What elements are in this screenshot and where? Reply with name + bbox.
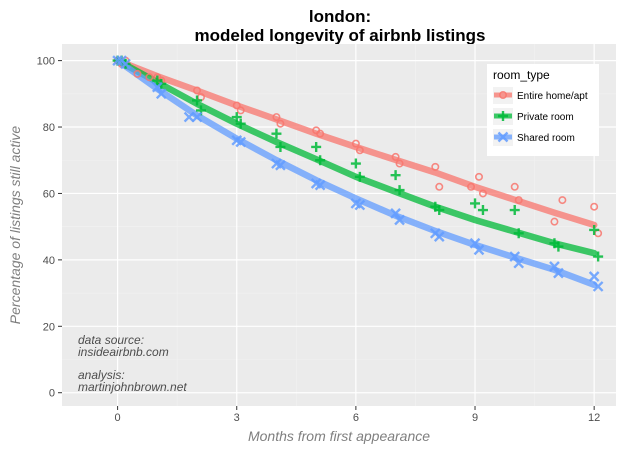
point-shared-room — [112, 55, 123, 66]
y-axis-title: Percentage of listings still active — [7, 126, 23, 325]
point-private-room — [231, 112, 242, 123]
point-entire-home-apt — [478, 189, 487, 198]
point-shared-room — [433, 231, 445, 242]
point-shared-room — [151, 81, 163, 93]
point-entire-home-apt — [272, 113, 281, 122]
point-private-room — [192, 95, 203, 106]
point-shared-room — [549, 261, 560, 272]
point-entire-home-apt — [355, 146, 364, 155]
point-shared-room — [275, 159, 286, 171]
x-tick-label: 3 — [234, 412, 240, 424]
legend-label-entire-home: Entire home/apt — [517, 91, 588, 102]
point-entire-home-apt — [431, 162, 440, 171]
y-tick-label: 40 — [43, 255, 55, 267]
point-entire-home-apt — [232, 101, 241, 110]
x-tick-label: 0 — [115, 412, 121, 424]
point-private-room — [477, 205, 488, 216]
point-entire-home-apt — [510, 182, 519, 191]
point-shared-room — [592, 281, 604, 292]
point-private-room — [390, 170, 401, 181]
point-entire-home-apt — [395, 159, 404, 168]
y-tick-label: 80 — [43, 122, 55, 134]
legend-title: room_type — [493, 68, 550, 82]
x-axis-title: Months from first appearance — [248, 428, 430, 444]
point-private-room — [470, 198, 481, 209]
point-shared-room — [553, 267, 564, 279]
point-private-room — [513, 228, 524, 239]
point-private-room — [589, 224, 600, 235]
point-private-room — [593, 251, 604, 262]
point-private-room — [350, 158, 361, 169]
point-shared-room — [390, 208, 401, 219]
point-shared-room — [394, 214, 405, 226]
point-private-room — [553, 241, 564, 252]
legend-marker-entire-home-apt — [498, 91, 507, 100]
chart-title-line-2: modeled longevity of airbnb listings — [195, 26, 486, 45]
legend-marker-private-room — [498, 111, 508, 121]
point-shared-room — [513, 257, 525, 269]
legend: room_type Entire home/apt Private room S… — [487, 64, 599, 156]
annotation-analysis-label: analysis: — [78, 368, 125, 382]
axis-ticks: 0 3 6 9 12 0 20 40 60 80 100 — [37, 56, 601, 424]
x-tick-label: 12 — [588, 412, 600, 424]
point-shared-room — [314, 179, 326, 191]
point-private-room — [235, 118, 246, 129]
y-tick-label: 0 — [49, 388, 55, 400]
y-tick-label: 60 — [43, 188, 55, 200]
point-shared-room — [183, 111, 195, 123]
point-entire-home-apt — [590, 202, 599, 211]
point-entire-home-apt — [391, 152, 400, 161]
point-private-room — [271, 128, 282, 139]
legend-marker-shared-room — [497, 131, 509, 143]
point-entire-home-apt — [236, 106, 245, 115]
annotation-analysis-value: martinjohnbrown.net — [78, 380, 187, 394]
point-private-room — [311, 141, 322, 152]
annotation-source-label: data source: — [78, 333, 144, 347]
point-entire-home-apt — [351, 139, 360, 148]
y-tick-label: 100 — [37, 56, 55, 68]
point-shared-room — [588, 271, 600, 282]
legend-label-shared-room: Shared room — [517, 133, 575, 144]
point-entire-home-apt — [474, 172, 483, 181]
point-private-room — [315, 155, 326, 166]
legend-key-private-room — [493, 108, 513, 125]
point-entire-home-apt — [133, 69, 142, 78]
point-entire-home-apt — [550, 217, 559, 226]
point-entire-home-apt — [316, 129, 325, 138]
point-private-room — [354, 171, 365, 182]
point-shared-room — [155, 88, 167, 100]
point-shared-room — [354, 199, 366, 211]
point-entire-home-apt — [467, 182, 476, 191]
point-entire-home-apt — [514, 196, 523, 205]
data-points — [112, 55, 604, 292]
point-private-room — [434, 205, 445, 216]
point-entire-home-apt — [145, 73, 154, 82]
point-shared-room — [509, 251, 521, 262]
point-shared-room — [473, 244, 485, 256]
point-entire-home-apt — [558, 196, 567, 205]
x-tick-label: 6 — [353, 412, 359, 424]
point-private-room — [275, 141, 286, 152]
point-shared-room — [191, 111, 203, 123]
point-private-room — [394, 185, 405, 196]
chart-title-line-1: london: — [309, 7, 371, 26]
point-entire-home-apt — [435, 182, 444, 191]
point-shared-room — [469, 237, 481, 249]
y-tick-label: 20 — [43, 321, 55, 333]
point-shared-room — [235, 136, 247, 148]
legend-label-private-room: Private room — [517, 112, 574, 123]
legend-keys — [493, 87, 513, 146]
legend-key-entire-home-apt — [493, 87, 513, 104]
x-tick-label: 9 — [472, 412, 478, 424]
legend-key-shared-room — [493, 129, 513, 146]
point-private-room — [509, 205, 520, 216]
point-entire-home-apt — [193, 86, 202, 95]
point-shared-room — [120, 58, 131, 70]
annotation-source-value: insideairbnb.com — [78, 345, 169, 359]
point-entire-home-apt — [276, 119, 285, 128]
